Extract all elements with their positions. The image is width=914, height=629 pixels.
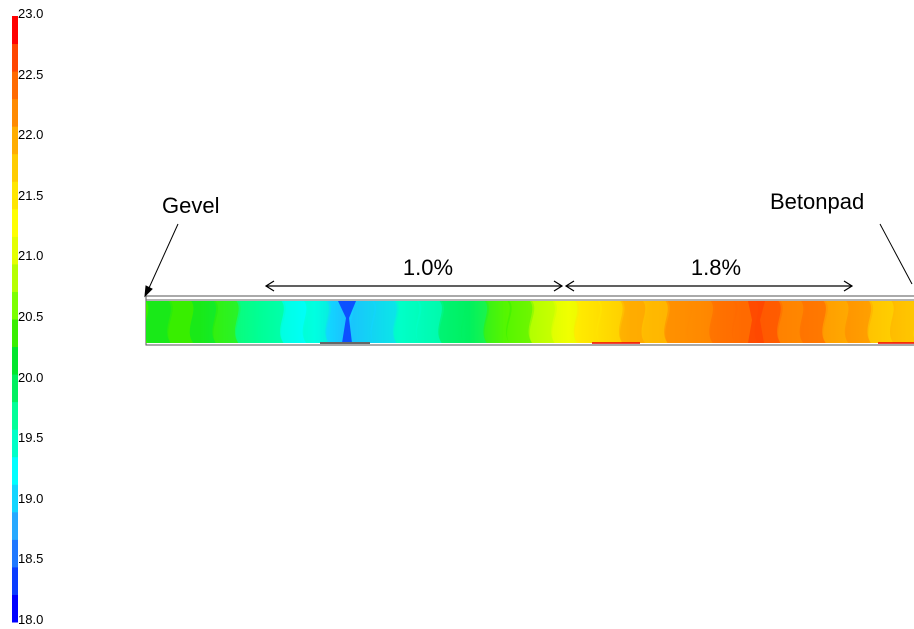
contour-band xyxy=(799,301,828,343)
contour-band xyxy=(280,301,309,343)
colorbar-segment xyxy=(12,126,18,155)
gevel-label: Gevel xyxy=(162,193,219,218)
contour-band xyxy=(844,301,874,343)
colorbar-segment xyxy=(12,16,18,45)
colorbar-tick-label: 19.5 xyxy=(18,430,44,446)
contour-band xyxy=(438,301,467,343)
contour-band xyxy=(596,301,625,343)
colorbar-segment xyxy=(12,153,18,182)
colorbar-segment xyxy=(12,291,18,320)
temperature-field xyxy=(146,301,914,343)
contour-band xyxy=(890,301,914,343)
colorbar-segment xyxy=(12,456,18,485)
contour-band xyxy=(146,301,173,343)
colorbar-segment xyxy=(12,539,18,568)
colorbar-segment xyxy=(12,236,18,265)
contour-band xyxy=(709,301,738,343)
colorbar-tick-label: 22.0 xyxy=(18,127,44,143)
contour-band xyxy=(189,301,219,343)
contour-band xyxy=(257,301,286,343)
colorbar-segment xyxy=(12,208,18,237)
cold-spot xyxy=(338,301,356,343)
colorbar-segments xyxy=(12,16,18,623)
contour-band xyxy=(641,301,670,343)
colorbar-tick-label: 21.0 xyxy=(18,248,44,264)
colorbar-segment xyxy=(12,181,18,210)
colorbar-segment xyxy=(12,401,18,430)
contour-band xyxy=(506,301,535,343)
contour-band xyxy=(370,301,399,343)
contour-band xyxy=(302,301,332,343)
colorbar-segment xyxy=(12,98,18,127)
contour-bands xyxy=(146,301,914,343)
gevel-leader xyxy=(144,223,179,298)
dimension-arrow-right xyxy=(564,280,854,292)
contour-band xyxy=(528,301,557,343)
colorbar xyxy=(12,16,18,623)
contour-band xyxy=(167,301,196,343)
colorbar-tick-label: 20.5 xyxy=(18,309,44,324)
contour-band xyxy=(415,301,444,343)
contour-band xyxy=(686,301,716,343)
colorbar-tick-label: 18.5 xyxy=(18,551,44,567)
colorbar-tick-label: 21.5 xyxy=(18,187,44,203)
colorbar-segment xyxy=(12,429,18,458)
colorbar-segment xyxy=(12,346,18,375)
contour-band xyxy=(867,301,896,343)
colorbar-tick-label: 22.5 xyxy=(18,66,44,82)
colorbar-tick-label: 20.0 xyxy=(18,369,44,385)
colorbar-tick-label: 23.0 xyxy=(18,6,44,21)
contour-band xyxy=(573,301,603,343)
colorbar-segment xyxy=(12,319,18,348)
contour-band xyxy=(777,301,806,343)
colorbar-segment xyxy=(12,594,18,623)
slope-label-left: 1.0% xyxy=(403,255,453,280)
contour-band xyxy=(483,301,512,343)
colorbar-segment xyxy=(12,263,18,292)
colorbar-segment xyxy=(12,511,18,540)
warm-spot xyxy=(748,301,765,343)
colorbar-segment xyxy=(12,484,18,513)
colorbar-segment xyxy=(12,566,18,595)
contour-band xyxy=(460,301,490,343)
contour-band xyxy=(822,301,851,343)
contour-band xyxy=(212,301,241,343)
colorbar-segment xyxy=(12,71,18,100)
betonpad-label: Betonpad xyxy=(770,189,864,214)
colorbar-tick-label: 18.0 xyxy=(18,612,44,627)
contour-band xyxy=(347,301,377,343)
colorbar-segment xyxy=(12,43,18,72)
contour-band xyxy=(664,301,693,343)
betonpad-leader xyxy=(879,223,913,285)
colorbar-segment xyxy=(12,374,18,403)
contour-band xyxy=(393,301,422,343)
colorbar-tick-label: 19.0 xyxy=(18,490,44,506)
contour-band xyxy=(618,301,648,343)
slope-label-right: 1.8% xyxy=(691,255,741,280)
dimension-arrow-left xyxy=(264,280,564,292)
contour-band xyxy=(551,301,580,343)
contour-band xyxy=(234,301,264,343)
